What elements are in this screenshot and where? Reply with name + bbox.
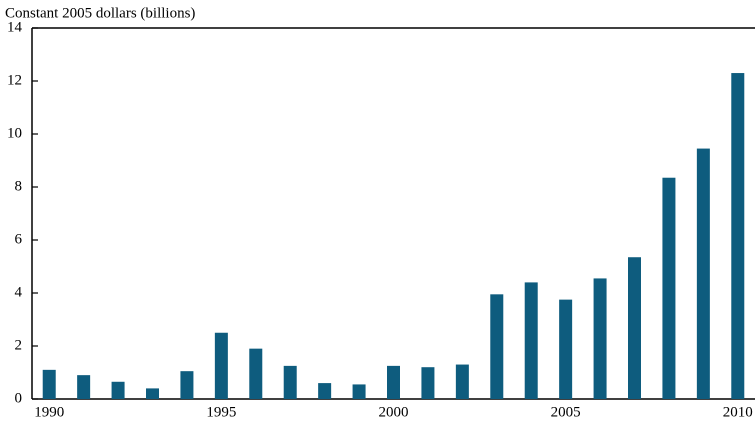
- y-tick-label: 12: [7, 72, 22, 88]
- bar: [42, 369, 56, 399]
- bar: [318, 383, 332, 399]
- y-tick-label: 10: [7, 125, 22, 141]
- bar: [662, 177, 676, 399]
- y-tick-label: 8: [15, 178, 23, 194]
- y-tick-label: 0: [15, 390, 23, 406]
- y-tick-label: 2: [15, 337, 23, 353]
- bar: [249, 348, 263, 399]
- bar: [146, 388, 159, 399]
- x-tick-label: 2005: [551, 404, 581, 420]
- x-tick-label: 1990: [34, 404, 64, 420]
- bar: [455, 364, 469, 399]
- bar: [77, 375, 91, 399]
- bar: [387, 365, 400, 399]
- bar: [524, 282, 538, 399]
- bar: [490, 294, 504, 399]
- x-tick-label: 1995: [206, 404, 236, 420]
- x-tick-label: 2000: [379, 404, 409, 420]
- bar: [111, 381, 125, 399]
- y-tick-label: 14: [7, 19, 23, 35]
- bar: [283, 365, 297, 399]
- bar: [214, 332, 228, 399]
- bar: [352, 384, 366, 399]
- bar: [593, 278, 607, 399]
- bar: [696, 148, 710, 399]
- y-tick-label: 6: [15, 231, 23, 247]
- bar: [559, 299, 573, 399]
- bar: [421, 367, 435, 399]
- bar: [628, 257, 641, 399]
- bar: [180, 371, 194, 399]
- y-axis-label: Constant 2005 dollars (billions): [5, 5, 195, 21]
- x-tick-label: 2010: [723, 404, 753, 420]
- bar: [731, 73, 745, 400]
- y-tick-label: 4: [15, 284, 23, 300]
